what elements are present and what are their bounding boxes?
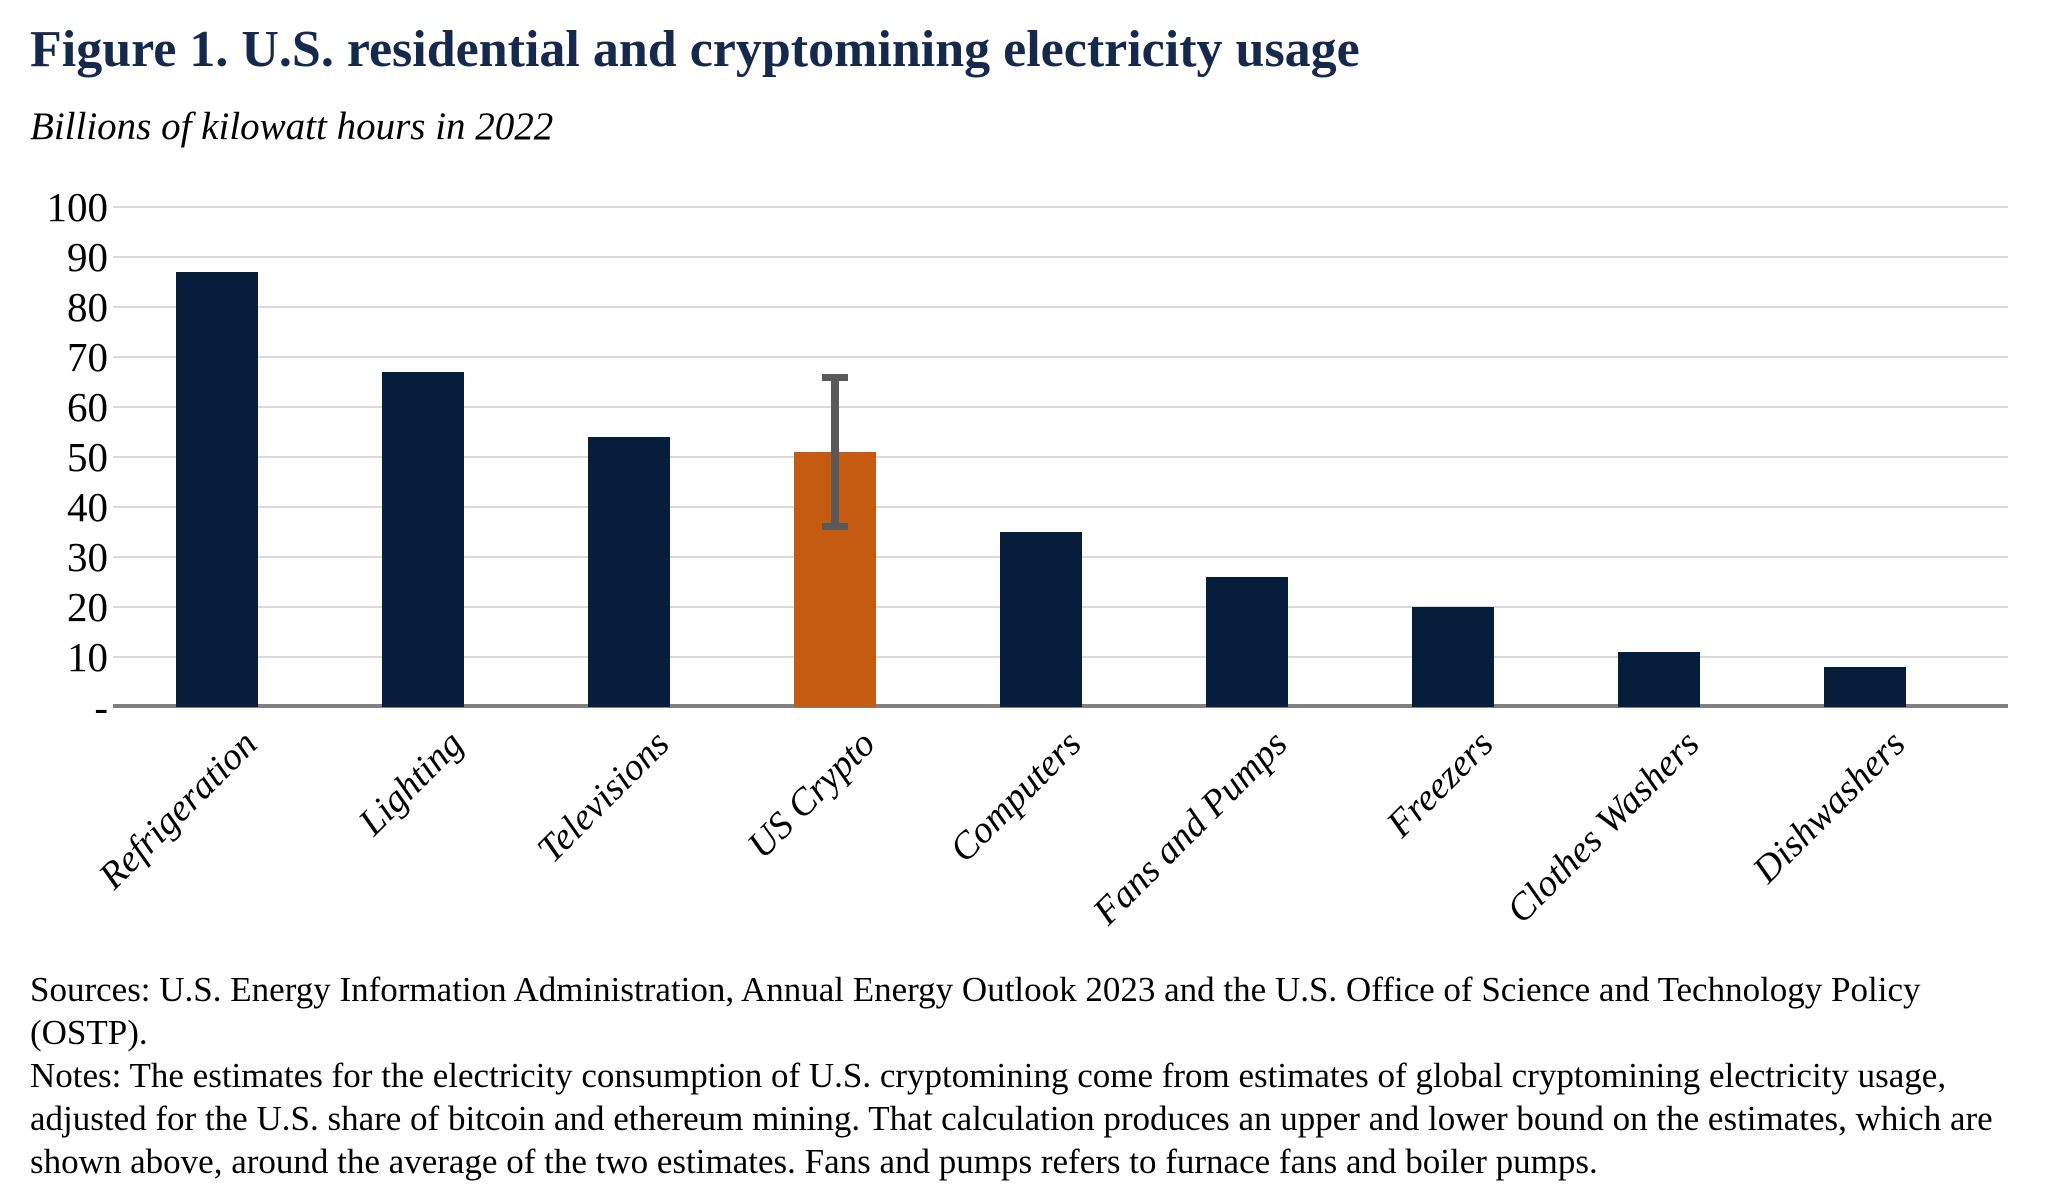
y-tick-label-10: 10 — [67, 634, 108, 680]
chart-unit-label: Billions of kilowatt hours in 2022 — [30, 105, 554, 148]
gridline-80 — [113, 306, 2008, 308]
bar-computers — [999, 532, 1082, 707]
y-tick-label-100: 100 — [46, 184, 109, 230]
gridline-50 — [113, 456, 2008, 458]
error-bar-line — [830, 377, 839, 527]
bar-refrigeration — [175, 272, 258, 707]
gridline-70 — [113, 356, 2008, 358]
y-tick-label-0: - — [94, 684, 108, 730]
notes-text: Notes: The estimates for the electricity… — [30, 1056, 1993, 1181]
bar-dishwashers — [1823, 667, 1906, 707]
sources-text: Sources: U.S. Energy Information Adminis… — [30, 970, 1921, 1052]
y-tick-label-40: 40 — [67, 484, 108, 530]
y-tick-label-70: 70 — [67, 334, 108, 380]
y-tick-label-80: 80 — [67, 284, 108, 330]
y-tick-label-30: 30 — [67, 534, 108, 580]
page-title: Figure 1. U.S. residential and cryptomin… — [30, 21, 1360, 78]
y-tick-label-60: 60 — [67, 384, 108, 430]
bar-clothes-washers — [1617, 652, 1700, 707]
error-bar-cap-top — [821, 374, 848, 381]
plot-area — [113, 206, 2008, 708]
error-bar-cap-bottom — [821, 523, 848, 530]
gridline-90 — [113, 256, 2008, 258]
bar-televisions — [587, 437, 670, 707]
bar-lighting — [381, 372, 464, 707]
bar-fans-and-pumps — [1205, 577, 1288, 707]
bar-freezers — [1411, 607, 1494, 707]
y-tick-label-20: 20 — [67, 584, 108, 630]
footer-notes: Sources: U.S. Energy Information Adminis… — [30, 968, 2030, 1183]
gridline-40 — [113, 506, 2008, 508]
gridline-60 — [113, 406, 2008, 408]
y-tick-label-50: 50 — [67, 434, 108, 480]
gridline-100 — [113, 206, 2008, 208]
y-tick-label-90: 90 — [67, 234, 108, 280]
